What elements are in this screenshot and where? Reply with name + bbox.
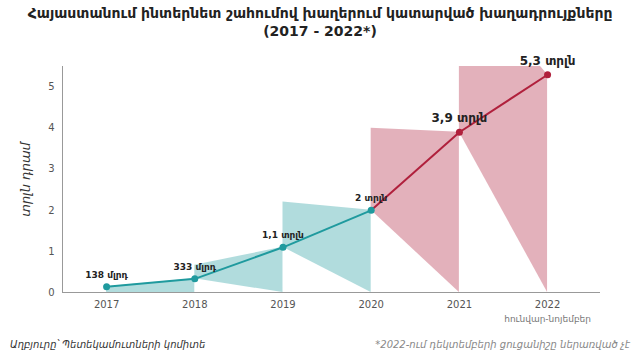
html-text:Հայաստանում ինտերնետ շահումով: Հայաստանում ինտերնետ շահումով խաղերում կ… (27, 5, 613, 39)
svg-text:4: 4 (48, 122, 54, 133)
svg-text:հունվար-նոյեմբեր: հունվար-նոյեմբեր (504, 314, 591, 324)
svg-text:333 մլրդ: 333 մլրդ (173, 262, 216, 272)
svg-text:0: 0 (48, 287, 54, 298)
svg-text:2021: 2021 (447, 299, 472, 310)
svg-text:2: 2 (48, 205, 54, 216)
svg-text:5: 5 (48, 81, 54, 92)
svg-text:3,9 տրլն: 3,9 տրլն (431, 111, 487, 125)
svg-text:2020: 2020 (358, 299, 383, 310)
svg-text:1,1 տրլն: 1,1 տրլն (262, 230, 304, 240)
svg-text:2018: 2018 (182, 299, 207, 310)
svg-text:2019: 2019 (270, 299, 295, 310)
svg-text:138 մլրդ: 138 մլրդ (85, 270, 128, 280)
html-text:Աղբյուրը՝ Պետեկամուտների կոմիտ: Աղբյուրը՝ Պետեկամուտների կոմիտե (10, 338, 206, 350)
html-text:*2022-ում դեկտեմբերի ցուցանիշը: *2022-ում դեկտեմբերի ցուցանիշը ներառված … (375, 338, 630, 350)
svg-text:5,3 տրլն: 5,3 տրլն (520, 54, 576, 68)
svg-text:1: 1 (48, 246, 54, 257)
svg-text:2022: 2022 (535, 299, 560, 310)
svg-text:2 տրլն: 2 տրլն (355, 193, 387, 203)
svg-text:2017: 2017 (94, 299, 119, 310)
svg-text:3: 3 (48, 163, 54, 174)
svg-text:տրլն դրամ: տրլն դրամ (18, 140, 33, 216)
